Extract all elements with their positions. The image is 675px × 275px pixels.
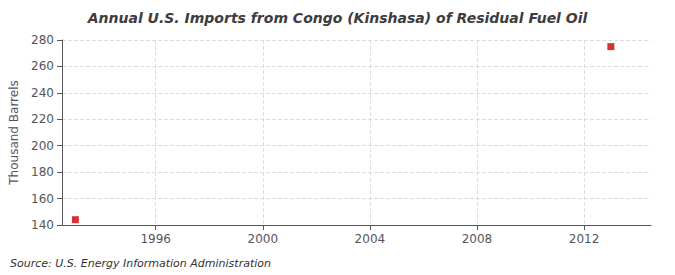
svg-text:180: 180 <box>31 165 54 179</box>
svg-text:220: 220 <box>31 112 54 126</box>
svg-text:2012: 2012 <box>569 232 600 246</box>
svg-text:260: 260 <box>31 59 54 73</box>
svg-text:Source: U.S. Energy Informatio: Source: U.S. Energy Information Administ… <box>10 257 271 270</box>
svg-text:280: 280 <box>31 33 54 47</box>
svg-text:140: 140 <box>31 218 54 232</box>
svg-text:2008: 2008 <box>462 232 493 246</box>
svg-text:Thousand Barrels: Thousand Barrels <box>7 80 21 185</box>
svg-text:240: 240 <box>31 86 54 100</box>
svg-text:2000: 2000 <box>248 232 279 246</box>
svg-text:Annual U.S. Imports from Congo: Annual U.S. Imports from Congo (Kinshasa… <box>87 10 588 26</box>
svg-text:2004: 2004 <box>355 232 386 246</box>
svg-text:200: 200 <box>31 139 54 153</box>
svg-text:1996: 1996 <box>140 232 171 246</box>
svg-text:160: 160 <box>31 192 54 206</box>
